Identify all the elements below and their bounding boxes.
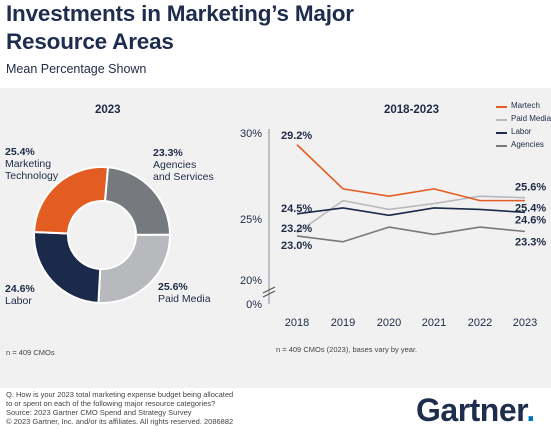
x-tick-label: 2020 [377, 317, 401, 329]
slice-label-labor: 24.6% Labor [5, 283, 35, 307]
line-title: 2018-2023 [384, 104, 439, 116]
series-line-martech [296, 144, 525, 202]
x-tick-label: 2018 [285, 317, 309, 329]
gartner-logo: Gartner. [416, 392, 535, 428]
point-label-martech-2018: 29.2% [281, 130, 312, 142]
series-line-labor [296, 207, 526, 217]
series-line-paid-media [296, 195, 526, 234]
point-label-martech-2023: 25.4% [515, 203, 546, 215]
x-tick-label: 2023 [513, 317, 537, 329]
point-label-agencies-2018: 23.0% [281, 240, 312, 252]
line-note: n = 409 CMOs (2023), bases vary by year. [276, 345, 418, 354]
series-line-agencies [296, 226, 526, 243]
axis-break-mark [262, 286, 276, 298]
donut-title: 2023 [95, 104, 121, 116]
slice-label-martech: 25.4% Marketing Technology [5, 146, 59, 182]
chart-panel [0, 88, 551, 388]
y-tick-label: 20% [240, 275, 262, 287]
y-tick-label: 30% [240, 128, 262, 140]
footer-notes: Q. How is your 2023 total marketing expe… [6, 390, 234, 426]
x-tick-label: 2019 [331, 317, 355, 329]
point-label-labor-2023: 24.6% [515, 214, 546, 226]
page-subtitle: Mean Percentage Shown [6, 62, 147, 76]
donut-slice-labor [33, 230, 102, 304]
point-label-paid-media-2018: 23.2% [281, 223, 312, 235]
slice-label-paid-media: 25.6% Paid Media [158, 281, 211, 305]
point-label-labor-2018: 24.5% [281, 203, 312, 215]
point-label-agencies-2023: 23.3% [515, 236, 546, 248]
point-label-paid-media-2023: 25.6% [515, 182, 546, 194]
y-tick-label: 25% [240, 214, 262, 226]
donut-note: n = 409 CMOs [6, 348, 55, 357]
x-tick-label: 2022 [468, 317, 492, 329]
donut-chart [33, 166, 172, 304]
page-title: Investments in Marketing’s Major Resourc… [6, 1, 354, 54]
donut-slice-marketing-technology [33, 166, 110, 235]
slice-label-agencies: 23.3% Agencies and Services [153, 147, 214, 183]
y-tick-label: 0% [246, 299, 262, 311]
donut-slice-paid-media [97, 233, 172, 304]
x-tick-label: 2021 [422, 317, 446, 329]
